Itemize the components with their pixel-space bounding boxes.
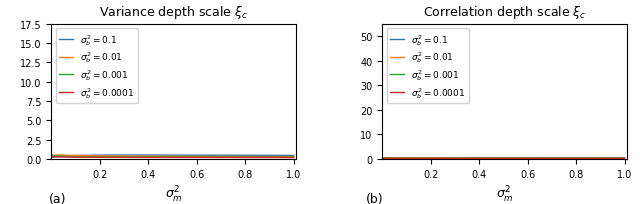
$\sigma_b^2 = 0.01$ [166, 155, 173, 158]
$\sigma_b^2 = 0.001$ [159, 156, 167, 159]
Line: $\sigma_b^2 = 0.01$: $\sigma_b^2 = 0.01$ [51, 155, 294, 157]
$\sigma_b^2 = 0.001$ [614, 157, 621, 160]
$\sigma_b^2 = 0.001$ [166, 156, 173, 159]
Legend: $\sigma_b^2 = 0.1$, $\sigma_b^2 = 0.01$, $\sigma_b^2 = 0.001$, $\sigma_b^2 = 0.0: $\sigma_b^2 = 0.1$, $\sigma_b^2 = 0.01$,… [56, 29, 138, 104]
$\sigma_b^2 = 0.1$ [614, 157, 621, 159]
$\sigma_b^2 = 0.01$ [159, 155, 167, 158]
$\sigma_b^2 = 0.1$ [497, 157, 504, 159]
$\sigma_b^2 = 0.1$ [283, 154, 291, 157]
$\sigma_b^2 = 0.001$ [60, 155, 68, 158]
Text: (a): (a) [49, 192, 67, 204]
$\sigma_b^2 = 0.1$ [570, 157, 577, 159]
$\sigma_b^2 = 0.01$ [283, 156, 291, 158]
$\sigma_b^2 = 0.1$ [378, 157, 386, 160]
$\sigma_b^2 = 0.01$ [386, 157, 394, 159]
$\sigma_b^2 = 0.01$ [621, 157, 628, 160]
$\sigma_b^2 = 0.001$ [290, 156, 298, 159]
Title: Correlation depth scale $\xi_c$: Correlation depth scale $\xi_c$ [423, 4, 586, 21]
$\sigma_b^2 = 0.1$ [239, 154, 246, 157]
$\sigma_b^2 = 0.01$ [497, 157, 504, 160]
$\sigma_b^2 = 0.01$ [391, 157, 399, 159]
$\sigma_b^2 = 0.001$ [48, 154, 56, 156]
$\sigma_b^2 = 0.0001$ [165, 156, 173, 159]
$\sigma_b^2 = 0.0001$ [621, 157, 628, 160]
$\sigma_b^2 = 0.0001$ [496, 157, 504, 160]
$\sigma_b^2 = 0.1$ [60, 155, 68, 157]
Legend: $\sigma_b^2 = 0.1$, $\sigma_b^2 = 0.01$, $\sigma_b^2 = 0.001$, $\sigma_b^2 = 0.0: $\sigma_b^2 = 0.1$, $\sigma_b^2 = 0.01$,… [387, 29, 468, 104]
Title: Variance depth scale $\xi_c$: Variance depth scale $\xi_c$ [99, 4, 248, 21]
$\sigma_b^2 = 0.001$ [283, 156, 291, 159]
$\sigma_b^2 = 0.1$ [456, 157, 464, 159]
$\sigma_b^2 = 0.0001$ [47, 154, 55, 157]
$\sigma_b^2 = 0.001$ [239, 156, 246, 159]
$\sigma_b^2 = 0.1$ [490, 157, 498, 159]
$\sigma_b^2 = 0.01$ [47, 156, 55, 159]
$\sigma_b^2 = 0.1$ [159, 154, 167, 156]
$\sigma_b^2 = 0.1$ [621, 157, 628, 159]
$\sigma_b^2 = 0.0001$ [238, 156, 246, 159]
$\sigma_b^2 = 0.001$ [378, 157, 386, 159]
$\sigma_b^2 = 0.0001$ [283, 156, 291, 159]
$\sigma_b^2 = 0.0001$ [283, 156, 291, 159]
$\sigma_b^2 = 0.1$ [290, 154, 298, 157]
Line: $\sigma_b^2 = 0.0001$: $\sigma_b^2 = 0.0001$ [51, 156, 294, 158]
$\sigma_b^2 = 0.0001$ [614, 157, 621, 160]
$\sigma_b^2 = 0.01$ [570, 157, 577, 160]
$\sigma_b^2 = 0.0001$ [60, 156, 68, 159]
$\sigma_b^2 = 0.1$ [125, 154, 133, 156]
$\sigma_b^2 = 0.01$ [490, 157, 498, 160]
$\sigma_b^2 = 0.1$ [283, 154, 291, 157]
X-axis label: $\sigma_m^2$: $\sigma_m^2$ [165, 184, 182, 204]
$\sigma_b^2 = 0.1$ [614, 157, 621, 159]
$\sigma_b^2 = 0.001$ [570, 157, 577, 160]
$\sigma_b^2 = 0.01$ [290, 156, 298, 158]
$\sigma_b^2 = 0.001$ [47, 155, 55, 157]
Line: $\sigma_b^2 = 0.001$: $\sigma_b^2 = 0.001$ [51, 155, 294, 157]
Line: $\sigma_b^2 = 0.001$: $\sigma_b^2 = 0.001$ [382, 158, 625, 159]
$\sigma_b^2 = 0.0001$ [290, 156, 298, 159]
Line: $\sigma_b^2 = 0.01$: $\sigma_b^2 = 0.01$ [382, 158, 625, 159]
$\sigma_b^2 = 0.001$ [379, 157, 387, 159]
X-axis label: $\sigma_m^2$: $\sigma_m^2$ [496, 184, 513, 204]
Line: $\sigma_b^2 = 0.1$: $\sigma_b^2 = 0.1$ [51, 155, 294, 158]
$\sigma_b^2 = 0.01$ [378, 157, 386, 160]
$\sigma_b^2 = 0.001$ [614, 157, 621, 160]
Line: $\sigma_b^2 = 0.0001$: $\sigma_b^2 = 0.0001$ [382, 158, 625, 159]
Text: (b): (b) [365, 192, 383, 204]
$\sigma_b^2 = 0.001$ [283, 156, 291, 159]
$\sigma_b^2 = 0.01$ [283, 156, 291, 158]
$\sigma_b^2 = 0.001$ [621, 157, 628, 160]
$\sigma_b^2 = 0.001$ [391, 157, 399, 160]
$\sigma_b^2 = 0.001$ [490, 157, 498, 160]
$\sigma_b^2 = 0.1$ [391, 157, 399, 160]
$\sigma_b^2 = 0.0001$ [614, 157, 621, 160]
$\sigma_b^2 = 0.1$ [166, 154, 173, 156]
$\sigma_b^2 = 0.001$ [497, 157, 504, 160]
$\sigma_b^2 = 0.0001$ [391, 157, 399, 160]
$\sigma_b^2 = 0.0001$ [569, 157, 577, 160]
Line: $\sigma_b^2 = 0.1$: $\sigma_b^2 = 0.1$ [382, 158, 625, 159]
$\sigma_b^2 = 0.0001$ [159, 156, 166, 159]
$\sigma_b^2 = 0.0001$ [490, 157, 497, 160]
$\sigma_b^2 = 0.01$ [614, 157, 621, 160]
$\sigma_b^2 = 0.01$ [55, 154, 63, 156]
$\sigma_b^2 = 0.01$ [614, 157, 621, 160]
$\sigma_b^2 = 0.0001$ [378, 157, 386, 159]
$\sigma_b^2 = 0.01$ [239, 155, 246, 158]
$\sigma_b^2 = 0.01$ [60, 154, 68, 156]
$\sigma_b^2 = 0.1$ [47, 157, 55, 159]
